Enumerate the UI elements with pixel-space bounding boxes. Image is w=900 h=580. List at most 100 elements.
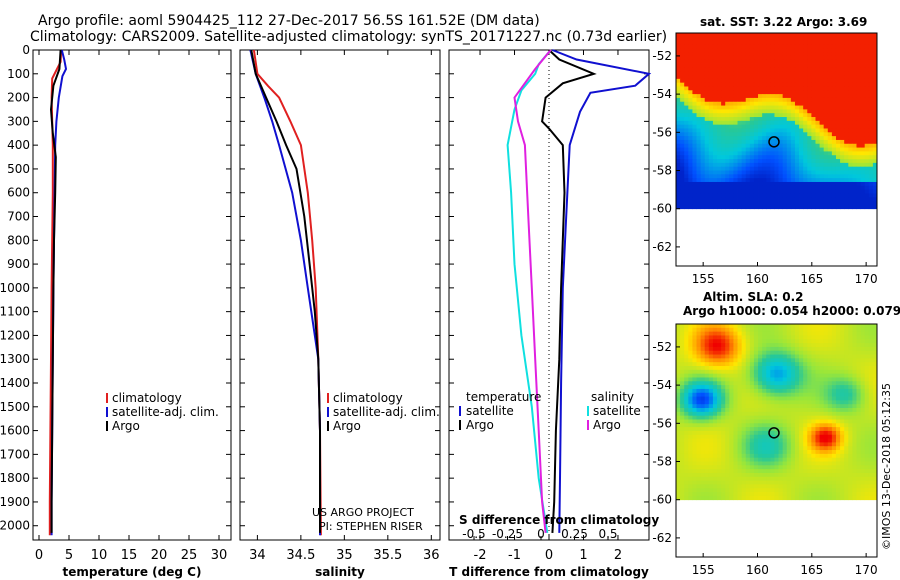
map1-cell <box>745 120 751 126</box>
map2-cell <box>852 423 857 428</box>
map1-cell <box>823 36 829 42</box>
map1-cell <box>811 44 816 49</box>
map2-cell <box>803 469 808 474</box>
map2-cell <box>872 423 878 428</box>
map2-cell <box>860 446 866 451</box>
map2-cell <box>864 465 870 470</box>
map2-cell <box>721 480 726 485</box>
map1-cell <box>704 143 710 148</box>
map1-cell <box>807 151 812 156</box>
map1-cell <box>770 44 775 49</box>
map2-cell <box>737 369 743 375</box>
map2-cell <box>704 331 710 336</box>
map2-cell <box>782 396 788 401</box>
map1-cell <box>733 174 738 179</box>
map1-cell <box>844 178 849 183</box>
map1-cell <box>782 151 788 156</box>
map2-cell <box>840 415 845 420</box>
map2-cell <box>762 453 767 459</box>
map1-cell <box>790 33 796 38</box>
map2-cell <box>864 358 870 363</box>
map2-cell <box>729 480 734 485</box>
map1-cell <box>737 117 743 122</box>
map1-cell <box>733 55 738 61</box>
map2-cell <box>729 388 734 394</box>
map2-cell <box>745 343 751 348</box>
map2-cell <box>708 354 714 359</box>
map1-cell <box>856 36 861 42</box>
map2-cell <box>676 480 681 485</box>
map1-cell <box>749 128 755 133</box>
map2-cell <box>811 354 816 359</box>
map1-cell <box>762 139 767 145</box>
map1-cell <box>815 128 820 133</box>
map1-cell <box>745 97 751 103</box>
map1-cell <box>811 40 816 45</box>
map2-cell <box>844 492 849 497</box>
map1-cell <box>721 201 726 206</box>
map1-cell <box>868 155 874 160</box>
map2-cell <box>708 358 714 363</box>
map1-cell <box>758 189 763 194</box>
map1-cell <box>717 132 722 137</box>
map1-cell <box>692 189 697 194</box>
map1-cell <box>766 136 771 141</box>
map1-cell <box>762 55 767 61</box>
map2-cell <box>856 476 861 482</box>
map1-cell <box>840 181 845 187</box>
map2-cell <box>835 404 841 409</box>
map2-cell <box>680 415 685 420</box>
map1-cell <box>848 105 853 110</box>
map1-cell <box>807 181 812 187</box>
map1-cell <box>778 166 784 171</box>
map2-cell <box>852 408 857 413</box>
map1-cell <box>749 33 755 38</box>
map2-cell <box>733 408 738 413</box>
map1-cell <box>803 75 808 80</box>
map1-cell <box>811 193 816 198</box>
map1-cell <box>749 174 755 179</box>
depth-tick-label: 2000 <box>0 519 30 533</box>
map2-cell <box>815 346 820 352</box>
map2-cell <box>856 358 861 363</box>
map2-cell <box>766 476 771 482</box>
map2-cell <box>737 335 743 340</box>
map1-cell <box>766 44 771 49</box>
map2-cell <box>753 400 759 405</box>
map2-cell <box>868 453 874 459</box>
map1-cell <box>856 143 861 148</box>
map2-cell <box>700 430 706 436</box>
map1-cell <box>684 170 689 175</box>
map2-cell <box>712 392 718 397</box>
map2-cell <box>762 465 767 470</box>
map1-cell <box>864 193 870 198</box>
map2-cell <box>786 358 792 363</box>
map1-cell <box>864 139 870 145</box>
map1-cell <box>794 147 800 152</box>
map1-cell <box>704 63 710 68</box>
map1-cell <box>827 78 833 84</box>
map2-cell <box>700 408 706 413</box>
map2-cell <box>807 472 812 478</box>
map2-cell <box>704 442 710 447</box>
map1-cell <box>745 71 751 76</box>
map2-cell <box>786 457 792 462</box>
map2-cell <box>700 324 706 329</box>
map2-cell <box>692 492 697 497</box>
map1-cell <box>725 128 730 133</box>
map1-cell <box>844 174 849 179</box>
map2-cell <box>872 492 878 497</box>
map1-cell <box>758 178 763 183</box>
map2-cell <box>684 377 689 382</box>
map1-cell <box>774 90 779 95</box>
map2-cell <box>848 327 853 333</box>
map1-cell <box>868 159 874 164</box>
map2-cell <box>745 373 751 378</box>
map1-cell <box>835 90 841 95</box>
map2-cell <box>688 457 693 462</box>
map1-cell <box>712 59 718 64</box>
map2-cell <box>770 339 775 344</box>
map1-cell <box>835 40 841 45</box>
map2-cell <box>708 461 714 466</box>
map1-cell <box>729 155 734 160</box>
